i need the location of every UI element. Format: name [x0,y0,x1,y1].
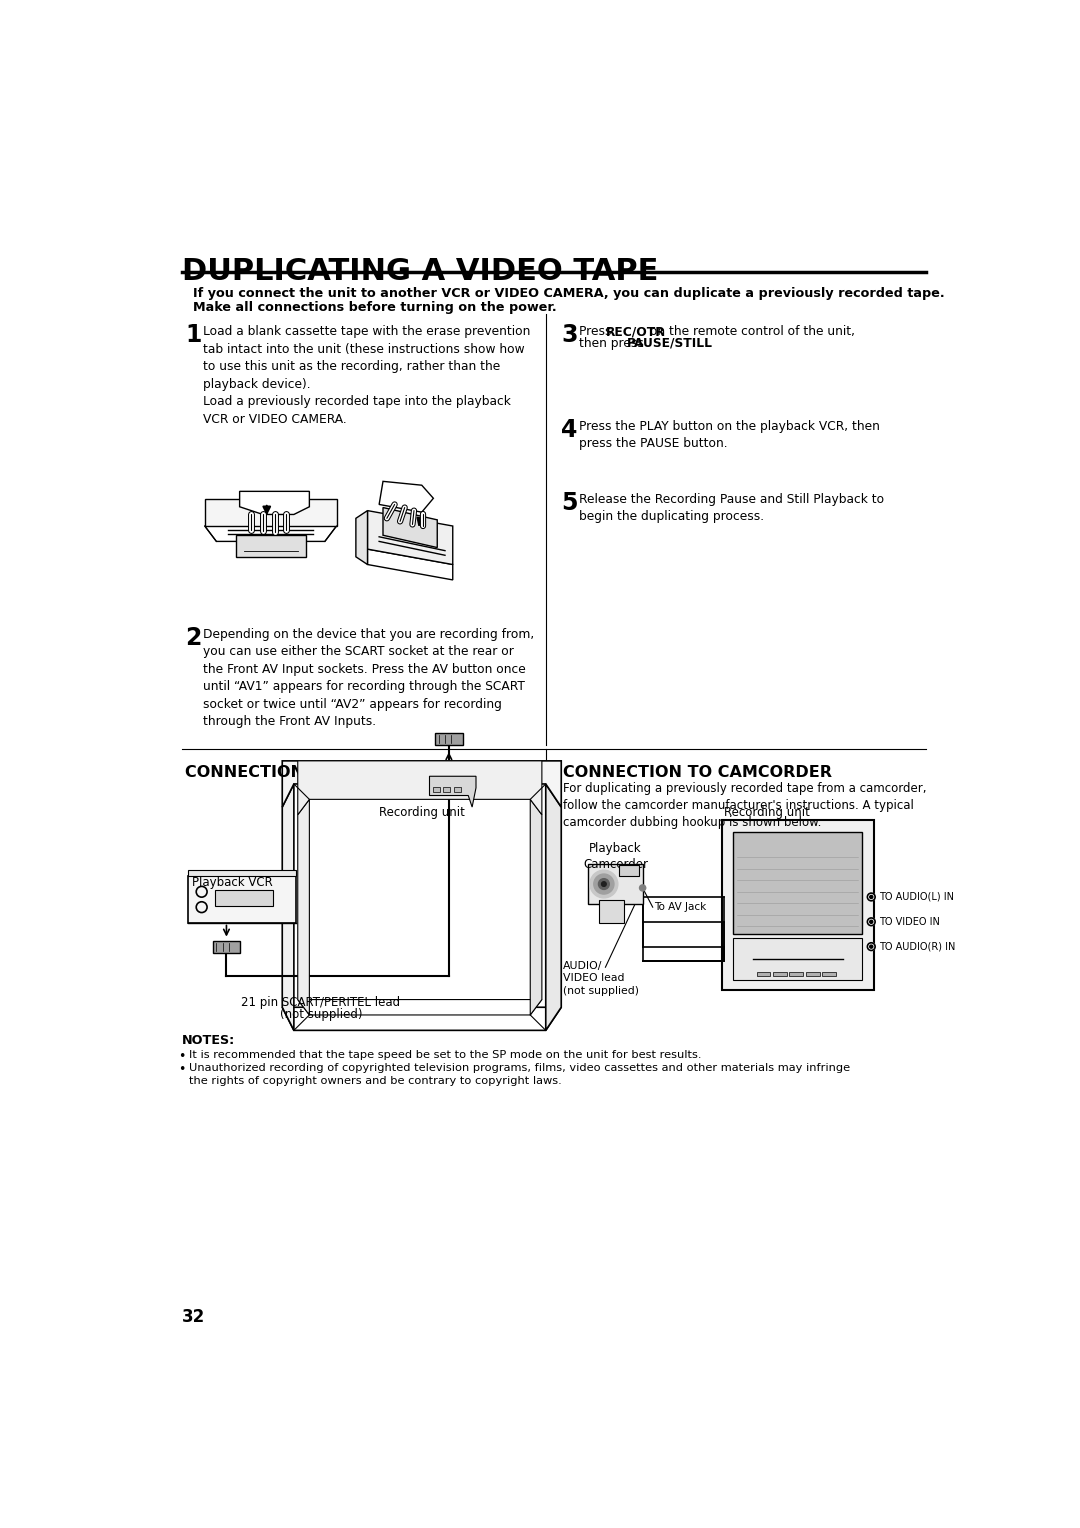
Circle shape [867,918,875,926]
Text: 32: 32 [181,1308,205,1326]
Text: NOTES:: NOTES: [181,1034,234,1047]
Polygon shape [298,999,542,1015]
FancyBboxPatch shape [733,938,862,981]
Polygon shape [240,492,309,515]
Circle shape [602,882,606,886]
Text: Playback VCR: Playback VCR [191,877,272,889]
Bar [433,787,440,792]
Polygon shape [298,799,309,1015]
Polygon shape [282,761,562,807]
Text: .: . [685,336,688,350]
Bar [757,972,770,976]
Text: CONNECTION TO CAMCORDER: CONNECTION TO CAMCORDER [563,764,832,779]
Text: Press: Press [579,325,616,338]
Text: TO AUDIO(R) IN: TO AUDIO(R) IN [879,941,956,952]
Text: 1: 1 [186,324,202,347]
Circle shape [639,885,646,891]
Text: TO AUDIO(L) IN: TO AUDIO(L) IN [879,892,954,902]
Bar [773,972,786,976]
FancyBboxPatch shape [188,877,296,923]
Text: DUPLICATING A VIDEO TAPE: DUPLICATING A VIDEO TAPE [181,257,658,286]
FancyBboxPatch shape [435,733,463,746]
Text: It is recommended that the tape speed be set to the SP mode on the unit for best: It is recommended that the tape speed be… [189,1050,702,1059]
Circle shape [867,892,875,902]
Bar [806,972,820,976]
Text: •: • [177,1063,185,1076]
Polygon shape [356,510,367,564]
FancyBboxPatch shape [215,891,273,906]
Circle shape [594,874,613,894]
Polygon shape [298,761,542,814]
Polygon shape [205,526,337,541]
Text: Release the Recording Pause and Still Playback to
begin the duplicating process.: Release the Recording Pause and Still Pl… [579,494,885,524]
Circle shape [869,895,873,898]
Text: CONNECTION TO ANOTHER VCR: CONNECTION TO ANOTHER VCR [186,764,469,779]
Polygon shape [379,481,433,512]
Text: Load a blank cassette tape with the erase prevention
tab intact into the unit (t: Load a blank cassette tape with the eras… [203,325,530,425]
Text: 21 pin SCART/PERITEL lead: 21 pin SCART/PERITEL lead [242,996,401,1008]
Text: Depending on the device that you are recording from,
you can use either the SCAR: Depending on the device that you are rec… [203,628,535,729]
Bar [789,972,804,976]
Text: Unauthorized recording of copyrighted television programs, films, video cassette: Unauthorized recording of copyrighted te… [189,1063,850,1074]
Text: To AV Jack: To AV Jack [654,902,706,912]
Polygon shape [282,1007,562,1030]
Text: PAUSE/STILL: PAUSE/STILL [627,336,713,350]
Polygon shape [367,510,453,564]
FancyBboxPatch shape [721,821,874,990]
Circle shape [867,943,875,950]
Text: 2: 2 [186,626,202,649]
Text: then press: then press [579,336,648,350]
FancyBboxPatch shape [188,871,296,877]
Text: AUDIO/
VIDEO lead
(not supplied): AUDIO/ VIDEO lead (not supplied) [563,961,638,996]
Text: (not supplied): (not supplied) [280,1008,362,1021]
Circle shape [869,946,873,949]
Text: Press the PLAY button on the playback VCR, then
press the PAUSE button.: Press the PLAY button on the playback VC… [579,420,880,451]
Text: TO VIDEO IN: TO VIDEO IN [879,917,940,927]
Text: Recording unit: Recording unit [379,805,464,819]
Bar [455,787,460,792]
Text: on the remote control of the unit,: on the remote control of the unit, [647,325,855,338]
Circle shape [869,920,873,923]
Polygon shape [282,784,294,1030]
FancyBboxPatch shape [619,865,638,877]
Polygon shape [383,507,437,547]
Text: Make all connections before turning on the power.: Make all connections before turning on t… [193,301,557,315]
Text: REC/OTR: REC/OTR [606,325,665,338]
Text: 5: 5 [562,492,578,515]
Text: •: • [177,1050,185,1062]
Polygon shape [530,799,542,1015]
Circle shape [598,879,609,889]
Polygon shape [367,549,453,581]
Text: For duplicating a previously recorded tape from a camcorder,
follow the camcorde: For duplicating a previously recorded ta… [563,782,927,830]
Bar [822,972,836,976]
Text: If you connect the unit to another VCR or VIDEO CAMERA, you can duplicate a prev: If you connect the unit to another VCR o… [193,287,945,301]
Polygon shape [235,535,306,556]
FancyBboxPatch shape [588,863,644,905]
FancyBboxPatch shape [733,831,862,934]
Text: Playback
Camcorder: Playback Camcorder [583,842,648,871]
Polygon shape [205,500,337,526]
Text: Recording unit: Recording unit [724,805,810,819]
Polygon shape [430,776,476,807]
FancyBboxPatch shape [599,900,624,923]
Text: 3: 3 [562,324,578,347]
Polygon shape [545,784,562,1030]
Text: the rights of copyright owners and be contrary to copyright laws.: the rights of copyright owners and be co… [189,1076,562,1086]
Circle shape [590,871,618,898]
Text: 4: 4 [562,419,578,442]
Bar [444,787,449,792]
FancyBboxPatch shape [213,941,241,953]
